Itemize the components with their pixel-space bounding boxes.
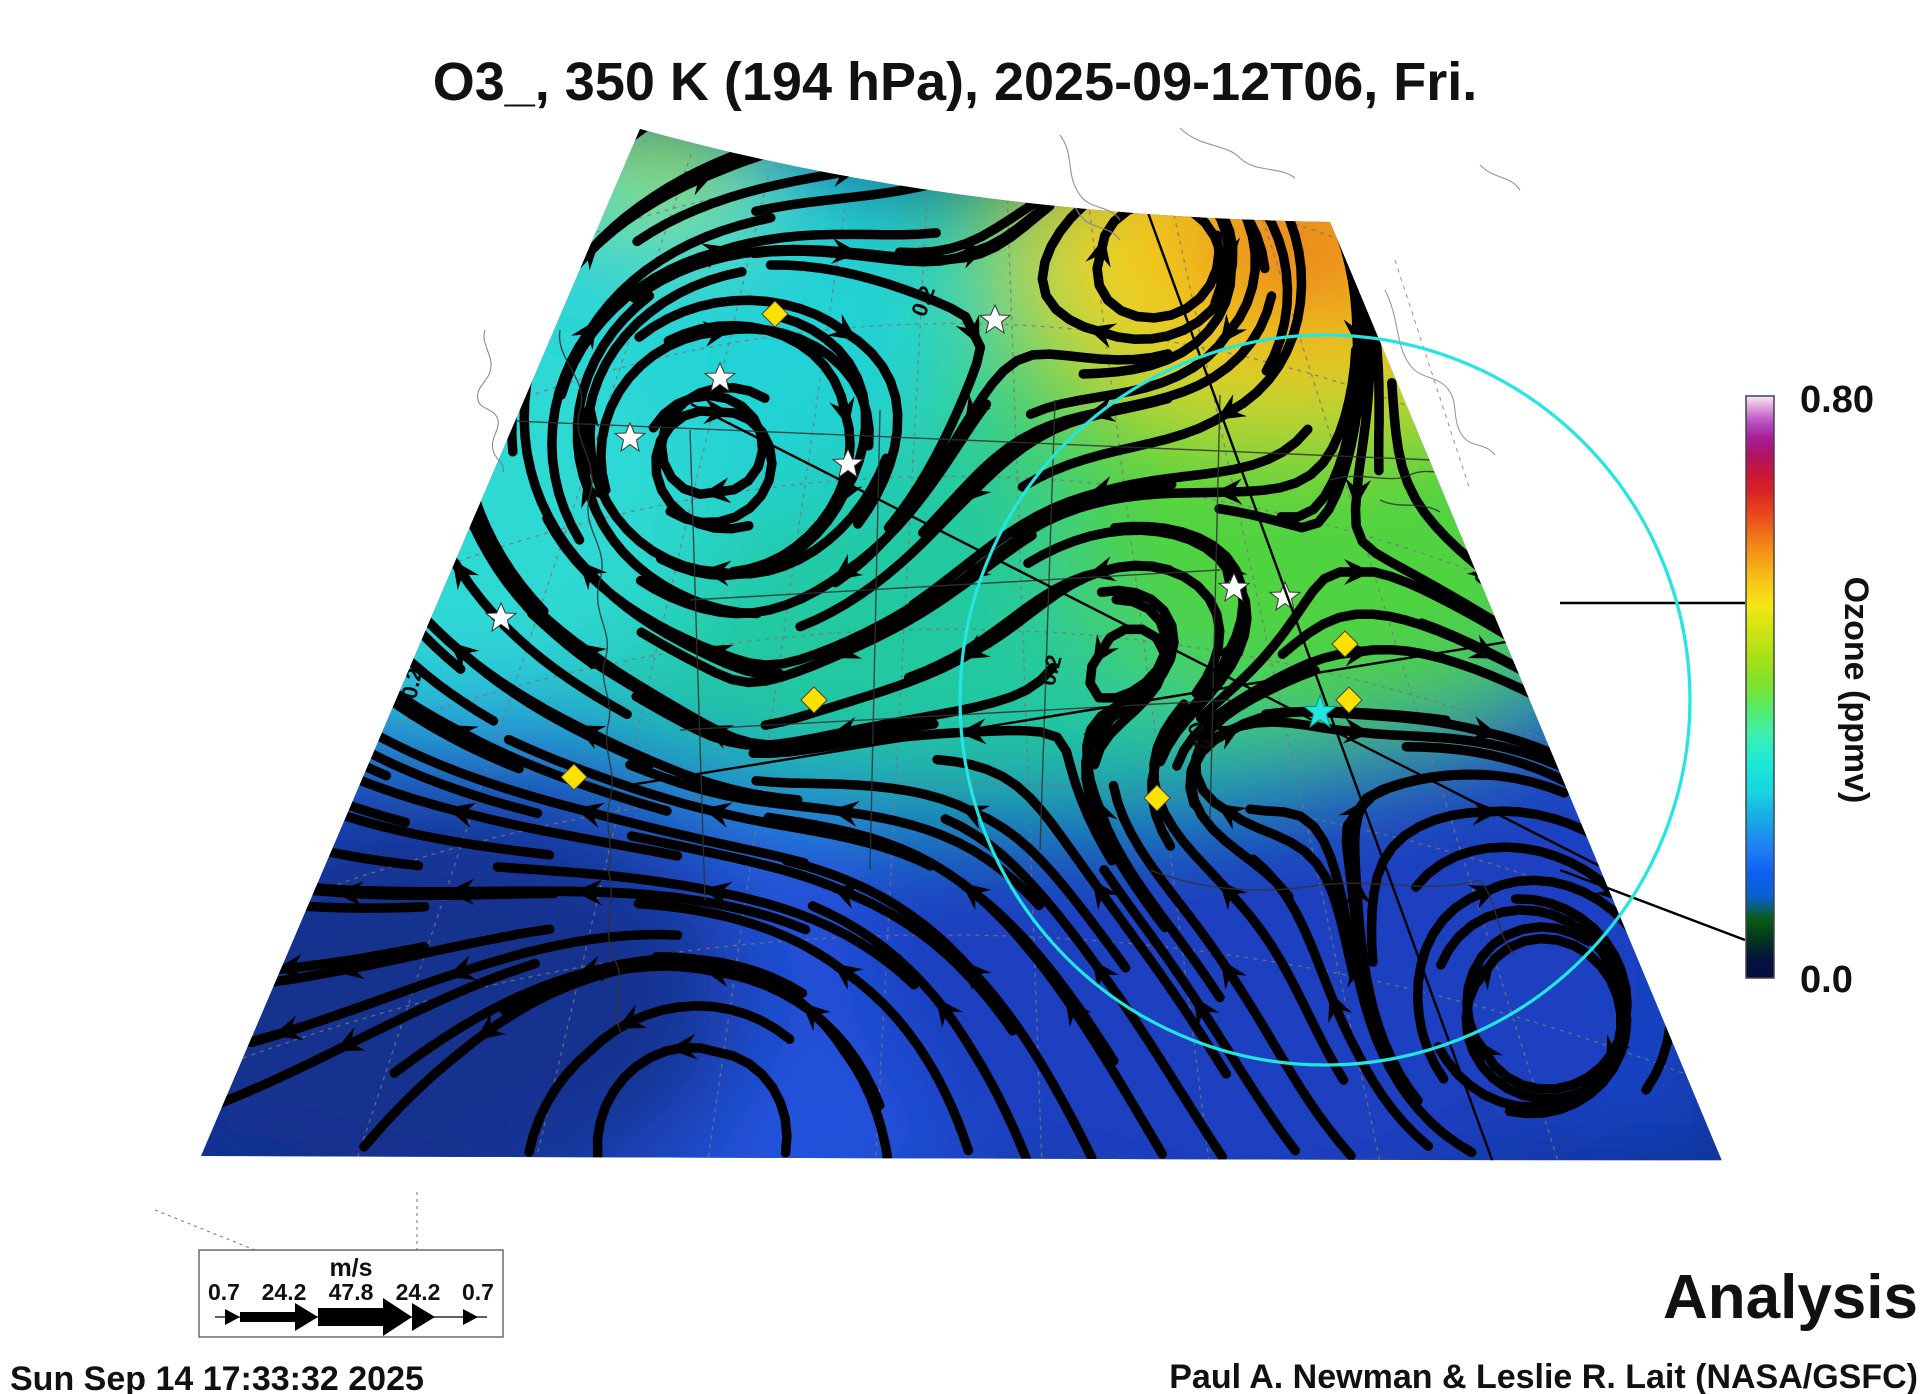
svg-text:0.0: 0.0: [1800, 959, 1853, 1001]
svg-text:0.7: 0.7: [462, 1279, 494, 1305]
svg-text:O3_, 350 K (194 hPa), 2025-09-: O3_, 350 K (194 hPa), 2025-09-12T06, Fri…: [433, 52, 1478, 112]
svg-text:24.2: 24.2: [262, 1279, 307, 1305]
svg-text:Sun Sep 14 17:33:32 2025: Sun Sep 14 17:33:32 2025: [10, 1360, 424, 1394]
svg-text:0.80: 0.80: [1800, 379, 1874, 421]
svg-text:Paul A. Newman & Leslie R. Lai: Paul A. Newman & Leslie R. Lait (NASA/GS…: [1169, 1358, 1918, 1394]
svg-text:Analysis: Analysis: [1663, 1263, 1918, 1332]
svg-text:m/s: m/s: [329, 1254, 372, 1282]
svg-text:47.8: 47.8: [329, 1279, 374, 1305]
svg-text:24.2: 24.2: [396, 1279, 441, 1305]
svg-text:Ozone (ppmv): Ozone (ppmv): [1837, 577, 1875, 804]
svg-text:0.7: 0.7: [208, 1279, 240, 1305]
